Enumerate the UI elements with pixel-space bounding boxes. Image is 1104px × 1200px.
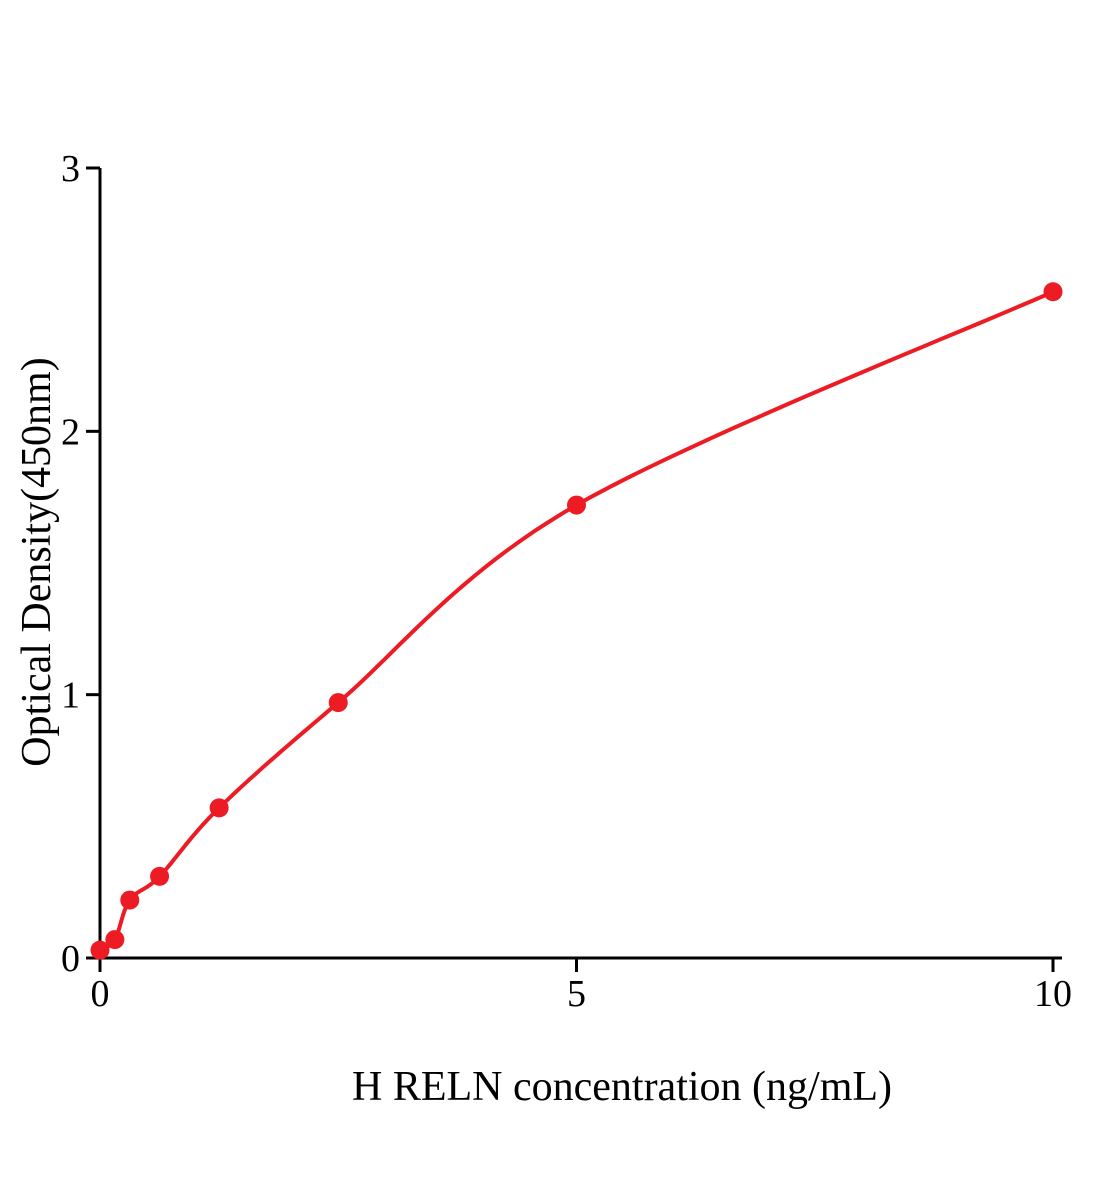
data-point [120,890,140,910]
y-tick-label: 2 [61,411,80,453]
data-point [567,495,586,515]
data-point [105,930,125,950]
data-point [1043,282,1063,302]
y-tick-label: 0 [61,938,80,980]
data-point [209,798,229,818]
data-point [150,866,170,886]
x-axis-title: H RELN concentration (ng/mL) [351,1064,893,1110]
y-tick-label: 3 [61,148,80,190]
y-axis-title: Optical Density(450nm) [14,357,60,767]
y-tick-label: 1 [61,675,80,717]
data-point [90,940,110,960]
data-point [328,693,348,713]
x-tick-label: 0 [91,973,110,1015]
x-tick-label: 10 [1034,973,1072,1015]
x-tick-label: 5 [567,973,586,1015]
fit-curve [98,289,1055,953]
